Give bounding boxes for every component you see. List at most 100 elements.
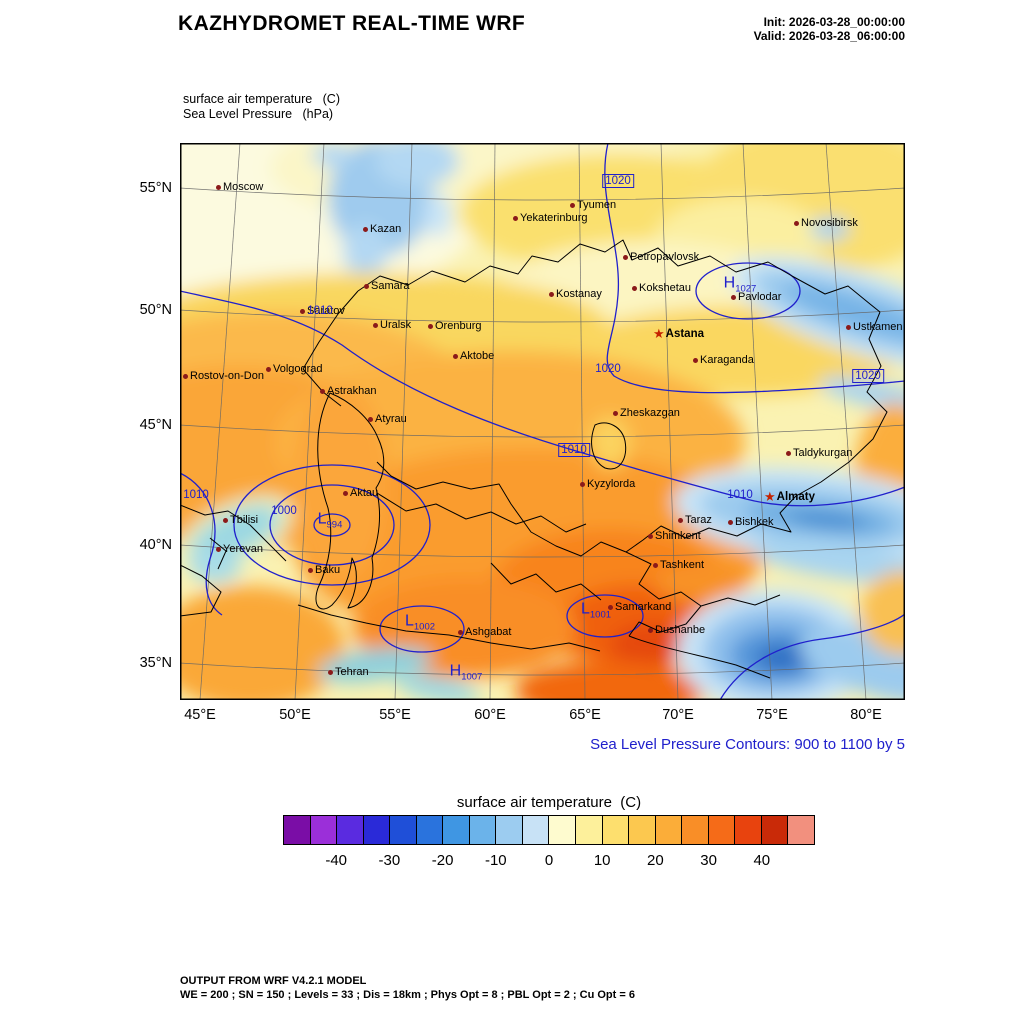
pressure-value: 1002 — [413, 621, 436, 633]
city-label: Kokshetau — [639, 282, 691, 294]
pressure-label-1020: 1020 — [595, 363, 621, 375]
page-title: KAZHYDROMET REAL-TIME WRF — [178, 12, 526, 35]
lon-tick-50-e: 50°E — [279, 707, 311, 723]
city-tbilisi: Tbilisi — [223, 514, 258, 526]
city-dot-icon — [453, 353, 458, 359]
city-pavlodar: Pavlodar — [731, 291, 781, 303]
city-dot-icon — [328, 669, 333, 675]
city-astrakhan: Astrakhan — [320, 385, 377, 397]
colorbar-tick-40: 40 — [753, 852, 771, 869]
city-label: Bishkek — [735, 516, 774, 528]
city-label: Zheskazgan — [620, 407, 680, 419]
colorbar-segment-18 — [761, 816, 789, 844]
city-dot-icon — [216, 546, 221, 552]
lat-tick-55-n: 55°N — [139, 180, 172, 196]
city-yekaterinburg: Yekaterinburg — [513, 212, 587, 224]
city-uralsk: Uralsk — [373, 319, 411, 331]
lon-tick-55-e: 55°E — [379, 707, 411, 723]
city-label: Samara — [371, 280, 410, 292]
city-dot-icon — [216, 184, 221, 190]
city-ashgabat: Ashgabat — [458, 626, 511, 638]
city-dot-icon — [300, 308, 305, 314]
valid-time: Valid: 2026-03-28_06:00:00 — [753, 29, 905, 43]
city-label: Shimkent — [655, 530, 701, 542]
colorbar-segment-5 — [416, 816, 444, 844]
city-label: Ashgabat — [465, 626, 512, 638]
lon-tick-45-e: 45°E — [184, 707, 216, 723]
city-label: Kyzylorda — [587, 478, 636, 490]
lat-tick-35-n: 35°N — [139, 655, 172, 671]
colorbar-tick--20: -20 — [431, 852, 454, 869]
city-zheskazgan: Zheskazgan — [613, 407, 680, 419]
city-dot-icon — [580, 481, 585, 487]
pressure-center-h-1007: H 1007 — [450, 663, 483, 683]
city-label: Dushanbe — [655, 624, 706, 636]
lon-tick-70-e: 70°E — [662, 707, 694, 723]
colorbar — [283, 815, 815, 845]
city-taraz: Taraz — [678, 514, 712, 526]
lon-tick-80-e: 80°E — [850, 707, 882, 723]
lon-tick-65-e: 65°E — [569, 707, 601, 723]
city-dot-icon — [678, 517, 683, 523]
map-frame — [180, 143, 905, 700]
capital-star-icon: ★ — [653, 325, 665, 341]
city-dot-icon — [608, 604, 613, 610]
city-dot-icon — [693, 357, 698, 363]
city-dot-icon — [428, 323, 433, 329]
capital-star-icon: ★ — [764, 488, 776, 504]
footer-model-line: OUTPUT FROM WRF V4.2.1 MODEL — [180, 975, 367, 987]
city-tyumen: Tyumen — [570, 199, 616, 211]
field-label-temperature: surface air temperature (C) — [183, 92, 340, 106]
city-dot-icon — [549, 291, 554, 297]
lat-tick-40-n: 40°N — [139, 537, 172, 553]
city-kazan: Kazan — [363, 223, 401, 235]
city-karaganda: Karaganda — [693, 354, 754, 366]
city-label: Yekaterinburg — [520, 212, 588, 224]
lat-tick-50-n: 50°N — [139, 302, 172, 318]
colorbar-segment-11 — [576, 816, 603, 844]
colorbar-tick-10: 10 — [593, 852, 611, 869]
city-label: Aktau — [350, 487, 379, 499]
city-samara: Samara — [364, 280, 410, 292]
lon-tick-75-e: 75°E — [756, 707, 788, 723]
country-borders — [180, 239, 888, 679]
city-tehran: Tehran — [328, 666, 369, 678]
city-dot-icon — [363, 226, 368, 232]
init-time: Init: 2026-03-28_00:00:00 — [763, 15, 905, 29]
colorbar-segment-3 — [363, 816, 391, 844]
city-label: Baku — [315, 564, 341, 576]
map-canvas — [180, 143, 905, 700]
city-almaty: ★ Almaty — [764, 490, 815, 503]
city-label: Orenburg — [435, 320, 482, 332]
city-atyrau: Atyrau — [368, 413, 407, 425]
colorbar-tick--10: -10 — [484, 852, 507, 869]
city-label: Tashkent — [660, 559, 705, 571]
city-orenburg: Orenburg — [428, 320, 481, 332]
lon-tick-60-e: 60°E — [474, 707, 506, 723]
city-label: Kostanay — [556, 288, 602, 300]
city-aktau: Aktau — [343, 487, 378, 499]
colorbar-segment-13 — [629, 816, 656, 844]
colorbar-tick-0: 0 — [544, 852, 554, 869]
pressure-letter: L — [580, 600, 590, 618]
city-dot-icon — [653, 562, 658, 568]
city-dot-icon — [648, 627, 653, 633]
city-label: Karaganda — [700, 354, 754, 366]
colorbar-segment-0 — [284, 816, 311, 844]
pressure-letter: L — [317, 510, 327, 528]
pressure-center-l-994: L 994 — [317, 510, 343, 531]
city-label: Petropavlovsk — [630, 251, 700, 263]
city-taldykurgan: Taldykurgan — [786, 447, 852, 459]
graticule — [180, 143, 905, 700]
colorbar-segment-19 — [788, 816, 814, 844]
pressure-center-l-1001: L 1001 — [580, 600, 611, 621]
city-astana: ★ Astana — [653, 327, 704, 340]
colorbar-segment-10 — [549, 816, 577, 844]
footer-config-line: WE = 200 ; SN = 150 ; Levels = 33 ; Dis … — [180, 989, 635, 1001]
city-volgograd: Volgograd — [266, 363, 323, 375]
city-label: Moscow — [223, 181, 264, 193]
city-dot-icon — [786, 450, 791, 456]
city-dot-icon — [794, 220, 799, 226]
city-samarkand: Samarkand — [608, 601, 671, 613]
